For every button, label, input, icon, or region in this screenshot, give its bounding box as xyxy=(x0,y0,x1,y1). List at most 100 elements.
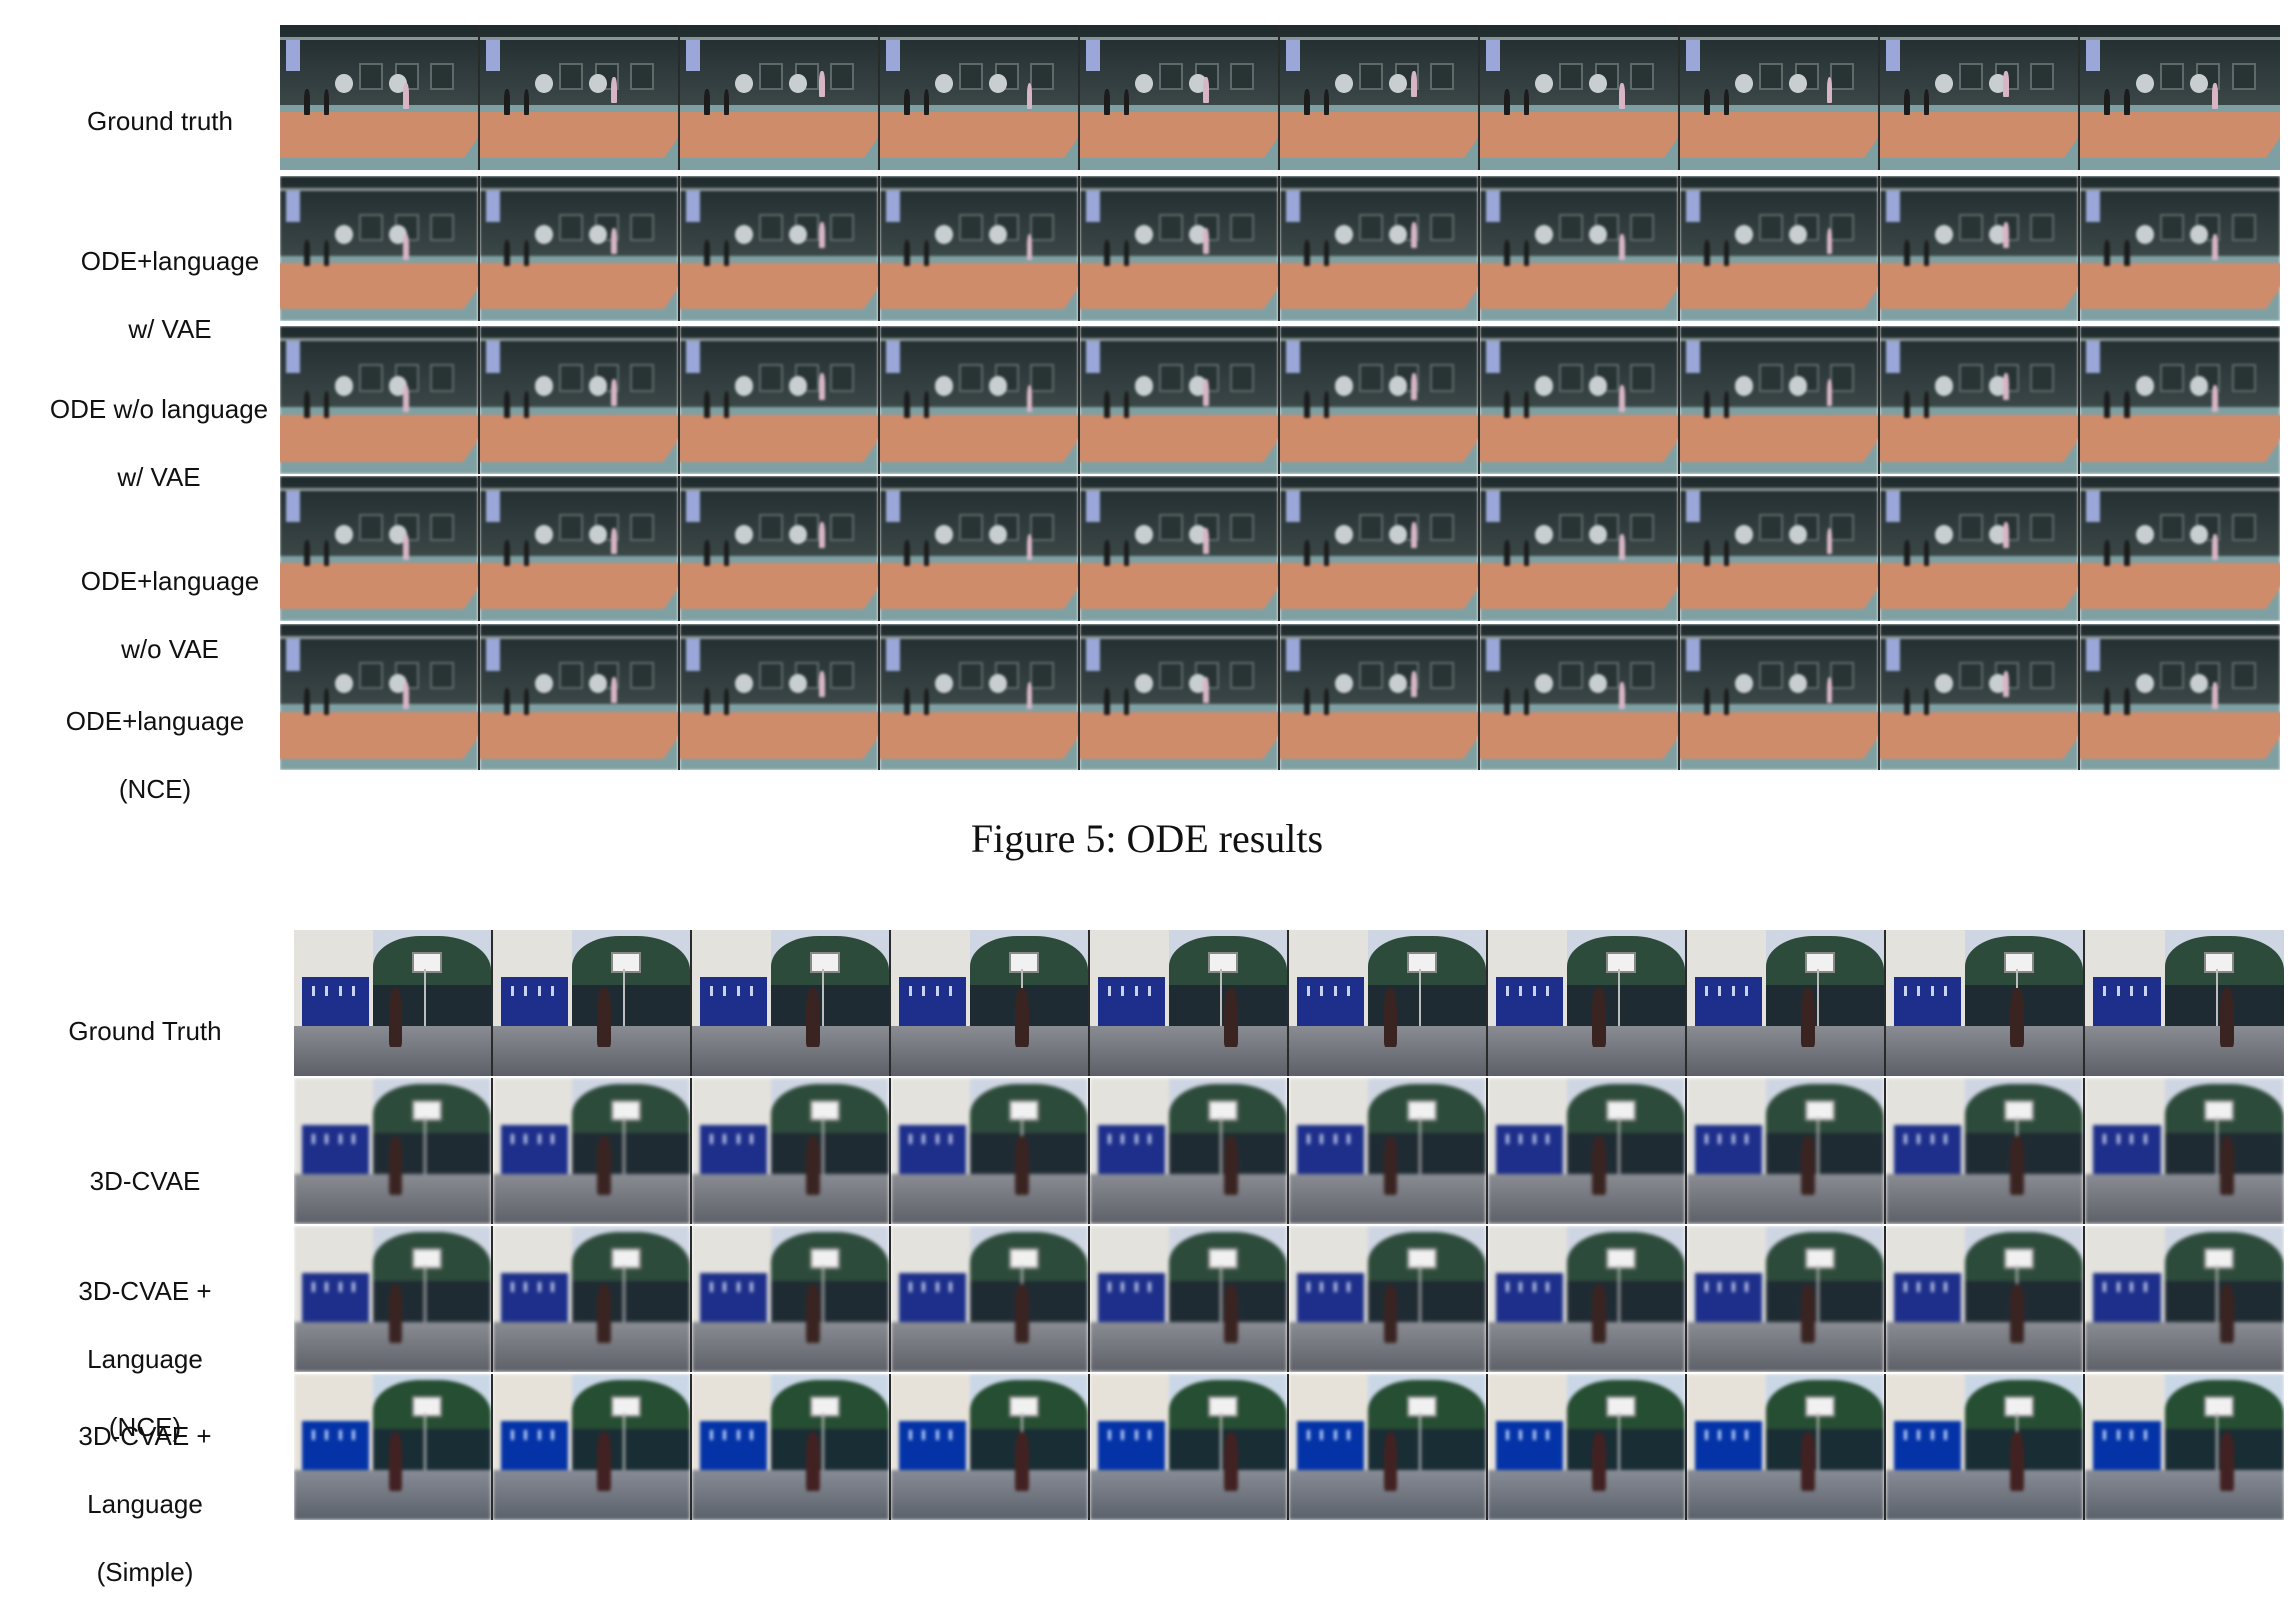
video-frame xyxy=(1880,25,2080,170)
video-frame xyxy=(692,1226,891,1372)
video-frame xyxy=(1886,1374,2085,1520)
video-frame xyxy=(480,326,680,474)
row-label-ode-language-vae: ODE+language w/ VAE xyxy=(80,246,260,344)
video-frame xyxy=(1280,25,1480,170)
video-frame xyxy=(1090,1226,1289,1372)
video-frame xyxy=(1687,1078,1886,1224)
video-frame xyxy=(294,930,493,1076)
figure-5-strip xyxy=(280,624,2280,770)
video-frame xyxy=(1886,1226,2085,1372)
video-frame xyxy=(692,1078,891,1224)
video-frame xyxy=(1080,25,1280,170)
row-label-ground-truth: Ground truth xyxy=(87,106,233,136)
video-frame xyxy=(1090,1374,1289,1520)
video-frame xyxy=(1488,930,1687,1076)
video-frame xyxy=(1687,1226,1886,1372)
video-frame xyxy=(880,624,1080,770)
video-frame xyxy=(2080,326,2280,474)
video-frame xyxy=(493,930,692,1076)
video-frame xyxy=(480,476,680,621)
video-frame xyxy=(2085,1374,2284,1520)
video-frame xyxy=(880,176,1080,321)
figure-6-strip xyxy=(294,1226,2284,1372)
video-frame xyxy=(1687,930,1886,1076)
video-frame xyxy=(493,1078,692,1224)
video-frame xyxy=(1280,624,1480,770)
video-frame xyxy=(880,326,1080,474)
video-frame xyxy=(2080,624,2280,770)
video-frame xyxy=(692,930,891,1076)
video-frame xyxy=(1080,176,1280,321)
row-label-ode-language-no-vae: ODE+language w/o VAE xyxy=(80,566,260,664)
video-frame xyxy=(294,1078,493,1224)
video-frame xyxy=(294,1374,493,1520)
video-frame xyxy=(880,476,1080,621)
row-label-ground-truth-6: Ground Truth xyxy=(68,1016,222,1046)
video-frame xyxy=(680,326,880,474)
video-frame xyxy=(1289,1374,1488,1520)
video-frame xyxy=(1480,326,1680,474)
video-frame xyxy=(1090,930,1289,1076)
video-frame xyxy=(280,326,480,474)
video-frame xyxy=(480,176,680,321)
video-frame xyxy=(680,176,880,321)
video-frame xyxy=(1880,476,2080,621)
video-frame xyxy=(2085,930,2284,1076)
video-frame xyxy=(1880,176,2080,321)
video-frame xyxy=(1480,176,1680,321)
video-frame xyxy=(1886,930,2085,1076)
video-frame xyxy=(294,1226,493,1372)
video-frame xyxy=(1488,1078,1687,1224)
video-frame xyxy=(1080,326,1280,474)
video-frame xyxy=(1680,326,1880,474)
video-frame xyxy=(1289,1226,1488,1372)
row-label-ode-no-language-vae: ODE w/o language w/ VAE xyxy=(49,394,269,492)
video-frame xyxy=(280,176,480,321)
video-frame xyxy=(891,1078,1090,1224)
video-frame xyxy=(891,930,1090,1076)
video-frame xyxy=(1680,624,1880,770)
figure-5-strip xyxy=(280,25,2280,170)
video-frame xyxy=(1280,326,1480,474)
row-label-ode-language-nce: ODE+language (NCE) xyxy=(65,706,245,804)
video-frame xyxy=(480,25,680,170)
video-frame xyxy=(1680,25,1880,170)
video-frame xyxy=(680,624,880,770)
figure-6-strip xyxy=(294,930,2284,1076)
video-frame xyxy=(1480,624,1680,770)
video-frame xyxy=(280,25,480,170)
video-frame xyxy=(1280,476,1480,621)
row-label-3d-cvae-language-nce: 3D-CVAE + Language (NCE) xyxy=(78,1276,212,1442)
video-frame xyxy=(1488,1226,1687,1372)
video-frame xyxy=(1480,25,1680,170)
video-frame xyxy=(1680,176,1880,321)
video-frame xyxy=(1289,930,1488,1076)
video-frame xyxy=(1289,1078,1488,1224)
figure-5-strip xyxy=(280,176,2280,321)
video-frame xyxy=(493,1374,692,1520)
video-frame xyxy=(1280,176,1480,321)
row-label-3d-cvae-language-simple: 3D-CVAE + Language (Simple) xyxy=(78,1421,212,1587)
video-frame xyxy=(2085,1078,2284,1224)
video-frame xyxy=(2085,1226,2284,1372)
video-frame xyxy=(1080,476,1280,621)
video-frame xyxy=(1886,1078,2085,1224)
video-frame xyxy=(1880,326,2080,474)
video-frame xyxy=(280,624,480,770)
video-frame xyxy=(680,476,880,621)
video-frame xyxy=(680,25,880,170)
figure-6-strip xyxy=(294,1078,2284,1224)
video-frame xyxy=(2080,476,2280,621)
video-frame xyxy=(1880,624,2080,770)
figure-5-strip xyxy=(280,476,2280,621)
video-frame xyxy=(2080,25,2280,170)
video-frame xyxy=(1488,1374,1687,1520)
video-frame xyxy=(1680,476,1880,621)
video-frame xyxy=(880,25,1080,170)
figure-5-strip xyxy=(280,326,2280,474)
video-frame xyxy=(692,1374,891,1520)
video-frame xyxy=(1687,1374,1886,1520)
video-frame xyxy=(891,1226,1090,1372)
row-label-3d-cvae: 3D-CVAE xyxy=(89,1166,201,1196)
figure-6-strip xyxy=(294,1374,2284,1520)
